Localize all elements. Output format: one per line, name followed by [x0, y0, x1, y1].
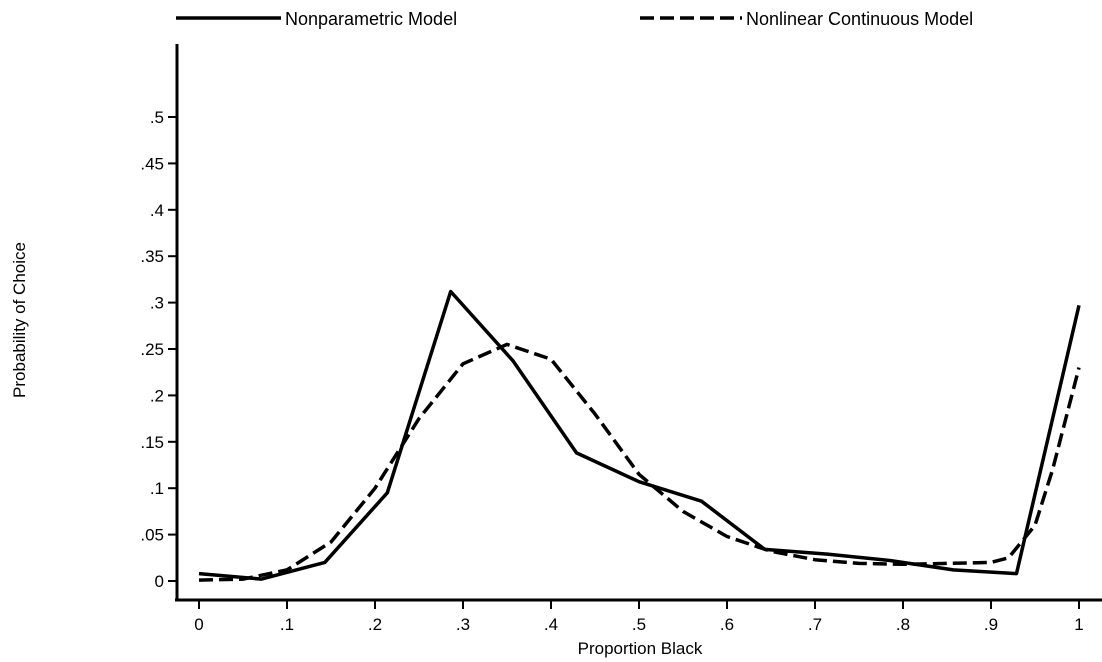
y-tick-label: .3 — [150, 294, 164, 313]
x-tick-label: .2 — [368, 615, 382, 634]
x-ticks: 0 .1 .2 .3 .4 .5 .6 .7 .8 .9 1 — [194, 600, 1084, 634]
legend-label-nonparametric: Nonparametric Model — [285, 9, 457, 29]
x-tick-label: 1 — [1074, 615, 1083, 634]
y-tick-label: .15 — [140, 433, 164, 452]
y-tick-label: .45 — [140, 154, 164, 173]
y-tick-label: .1 — [150, 479, 164, 498]
x-tick-label: 0 — [194, 615, 203, 634]
legend: Nonparametric Model Nonlinear Continuous… — [176, 9, 973, 29]
x-tick-label: .7 — [808, 615, 822, 634]
x-tick-label: .6 — [720, 615, 734, 634]
y-tick-label: .05 — [140, 526, 164, 545]
y-tick-label: 0 — [155, 572, 164, 591]
legend-label-nonlinear-continuous: Nonlinear Continuous Model — [746, 9, 973, 29]
y-axis-title: Probability of Choice — [10, 242, 29, 398]
axes: 0 .05 .1 .15 .2 .25 .3 .35 .4 .45 .5 0 .1 .2 .3 .4 .5 .6… — [140, 44, 1102, 634]
series-line-nonlinear-continuous — [198, 342, 1081, 582]
x-tick-label: .3 — [456, 615, 470, 634]
series-line-nonparametric — [198, 289, 1081, 581]
x-axis-title: Proportion Black — [578, 639, 703, 658]
y-tick-label: .35 — [140, 247, 164, 266]
y-tick-label: .5 — [150, 108, 164, 127]
x-tick-label: .4 — [544, 615, 558, 634]
x-tick-label: .5 — [632, 615, 646, 634]
x-tick-label: .1 — [280, 615, 294, 634]
x-tick-label: .8 — [896, 615, 910, 634]
plot-area — [198, 289, 1081, 582]
y-ticks: 0 .05 .1 .15 .2 .25 .3 .35 .4 .45 .5 — [140, 108, 177, 591]
y-tick-label: .4 — [150, 201, 164, 220]
y-tick-label: .25 — [140, 340, 164, 359]
y-tick-label: .2 — [150, 386, 164, 405]
x-tick-label: .9 — [984, 615, 998, 634]
